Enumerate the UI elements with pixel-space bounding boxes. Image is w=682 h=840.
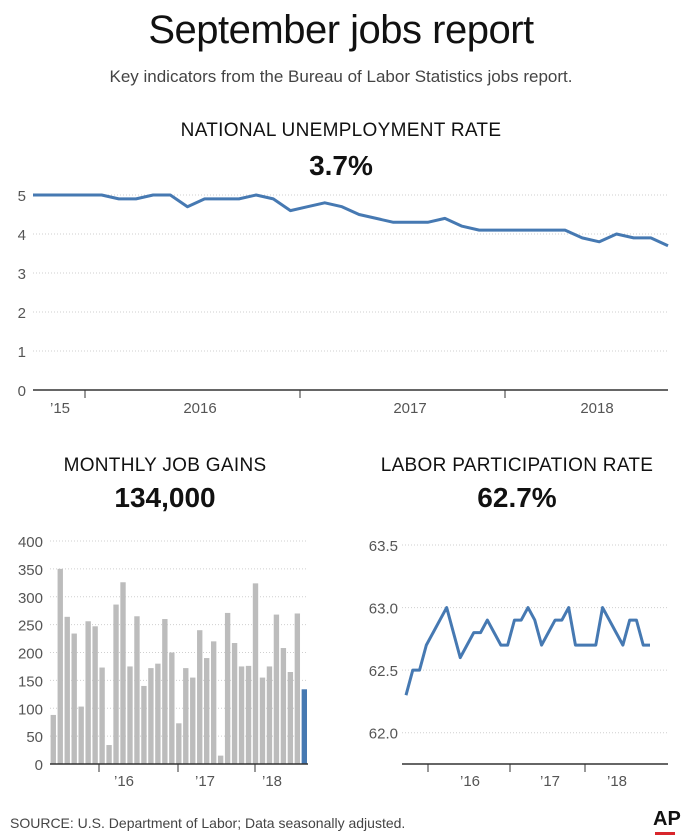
participation-y-tick: 62.5 xyxy=(369,663,398,680)
ap-logo: AP xyxy=(653,808,681,830)
participation-x-tick: ’18 xyxy=(607,773,627,790)
job-gains-y-tick: 0 xyxy=(35,757,43,774)
job-gains-x-tick: ’16 xyxy=(114,773,134,790)
job-gains-bar xyxy=(162,619,168,764)
job-gains-bar xyxy=(92,626,98,764)
job-gains-y-tick: 250 xyxy=(18,618,43,635)
participation-x-tick: ’16 xyxy=(460,773,480,790)
job-gains-y-tick: 50 xyxy=(26,729,43,746)
job-gains-bar xyxy=(183,668,189,764)
job-gains-y-tick: 100 xyxy=(18,701,43,718)
page-subtitle: Key indicators from the Bureau of Labor … xyxy=(109,67,573,86)
job-gains-bar xyxy=(294,613,301,764)
unemployment-y-tick: 1 xyxy=(18,344,26,361)
job-gains-y-tick: 150 xyxy=(18,673,43,690)
participation-y-tick: 63.0 xyxy=(369,601,398,618)
job-gains-bar xyxy=(252,583,259,764)
job-gains-bar xyxy=(176,723,182,764)
job-gains-bar xyxy=(85,621,91,764)
job-gains-bar xyxy=(64,616,70,764)
job-gains-bar xyxy=(231,643,238,764)
job-gains-bar xyxy=(127,666,133,764)
job-gains-bar xyxy=(273,614,280,764)
unemployment-x-tick: 2016 xyxy=(183,400,216,417)
job-gains-y-tick: 300 xyxy=(18,590,43,607)
job-gains-bar xyxy=(99,667,105,764)
job-gains-bar xyxy=(259,677,266,764)
unemployment-y-tick: 2 xyxy=(18,305,26,322)
job-gains-bar xyxy=(266,666,273,764)
job-gains-bar xyxy=(141,685,147,764)
job-gains-bar xyxy=(50,714,56,764)
job-gains-bar xyxy=(238,666,245,764)
job-gains-bar xyxy=(210,641,217,764)
unemployment-y-tick: 3 xyxy=(18,266,26,283)
job-gains-bar xyxy=(71,633,77,764)
job-gains-bar-latest xyxy=(301,689,307,764)
job-gains-chart-title: MONTHLY JOB GAINS xyxy=(63,455,267,476)
job-gains-y-tick: 200 xyxy=(18,646,43,663)
job-gains-bar xyxy=(57,568,63,764)
job-gains-bar xyxy=(217,755,224,764)
job-gains-bar xyxy=(155,663,161,764)
job-gains-y-tick: 350 xyxy=(18,562,43,579)
job-gains-bar xyxy=(134,616,140,764)
unemployment-chart-title: NATIONAL UNEMPLOYMENT RATE xyxy=(180,120,502,141)
job-gains-bar xyxy=(197,630,203,764)
job-gains-bar xyxy=(113,604,119,764)
unemployment-headline-value: 3.7% xyxy=(309,150,373,181)
job-gains-bar xyxy=(224,612,231,764)
ap-logo-underline xyxy=(655,832,675,835)
unemployment-y-tick: 5 xyxy=(18,188,26,205)
unemployment-x-tick: 2017 xyxy=(393,400,426,417)
job-gains-bar xyxy=(78,706,84,764)
participation-chart-title: LABOR PARTICIPATION RATE xyxy=(380,455,654,476)
job-gains-headline-value: 134,000 xyxy=(114,482,216,513)
job-gains-bar xyxy=(106,745,112,764)
source-note: SOURCE: U.S. Department of Labor; Data s… xyxy=(10,815,406,831)
unemployment-x-tick: ’15 xyxy=(50,400,70,417)
job-gains-bar xyxy=(204,658,210,764)
unemployment-series-line xyxy=(33,193,669,248)
participation-y-tick: 62.0 xyxy=(369,726,398,743)
participation-headline-value: 62.7% xyxy=(477,482,557,513)
unemployment-x-tick: 2018 xyxy=(580,400,613,417)
participation-y-tick: 63.5 xyxy=(369,538,398,555)
job-gains-x-tick: ’18 xyxy=(262,773,282,790)
page-title: September jobs report xyxy=(148,8,534,52)
participation-series-line xyxy=(404,606,650,696)
unemployment-y-tick: 4 xyxy=(18,227,26,244)
job-gains-bar xyxy=(169,652,175,764)
job-gains-bar xyxy=(190,677,196,764)
job-gains-bar xyxy=(287,672,294,764)
job-gains-x-tick: ’17 xyxy=(195,773,215,790)
participation-x-tick: ’17 xyxy=(540,773,560,790)
job-gains-bar xyxy=(280,648,287,764)
unemployment-y-tick: 0 xyxy=(18,383,26,400)
job-gains-bar xyxy=(148,668,154,764)
job-gains-bar xyxy=(245,665,252,764)
job-gains-bar xyxy=(120,582,126,764)
job-gains-y-tick: 400 xyxy=(18,534,43,551)
